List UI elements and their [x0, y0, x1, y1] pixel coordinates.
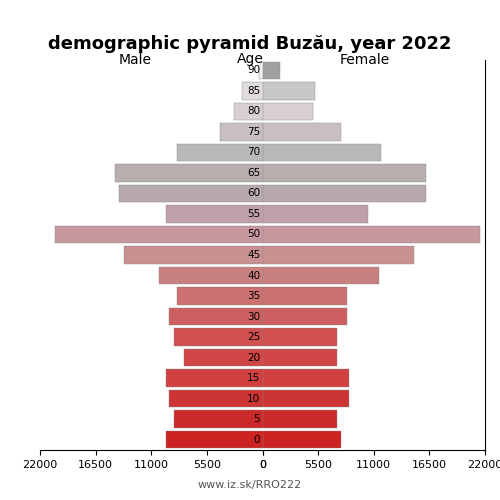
Bar [262, 349, 338, 366]
Text: 60: 60 [247, 188, 260, 198]
Bar [262, 390, 350, 407]
Text: 30: 30 [247, 312, 260, 322]
Bar [262, 226, 480, 243]
Text: 0: 0 [254, 434, 260, 444]
Bar [262, 102, 313, 120]
Bar [262, 144, 381, 161]
Bar [124, 246, 262, 264]
Text: Female: Female [340, 52, 390, 66]
Bar [234, 102, 262, 120]
Bar [220, 123, 262, 140]
Bar [160, 267, 262, 284]
Text: 45: 45 [247, 250, 260, 260]
Bar [174, 410, 262, 428]
Text: 80: 80 [247, 106, 260, 117]
Bar [262, 288, 348, 305]
Bar [262, 431, 342, 448]
Bar [115, 164, 262, 182]
Bar [170, 390, 262, 407]
Bar [166, 370, 262, 387]
Bar [176, 288, 262, 305]
Bar [262, 410, 338, 428]
Bar [176, 144, 262, 161]
Bar [166, 431, 262, 448]
Text: 40: 40 [247, 270, 260, 280]
Bar [166, 205, 262, 222]
Bar [242, 82, 262, 100]
Bar [262, 82, 315, 100]
Text: demographic pyramid Buzău, year 2022: demographic pyramid Buzău, year 2022 [48, 35, 452, 53]
Text: 50: 50 [247, 230, 260, 239]
Text: 10: 10 [247, 394, 260, 404]
Bar [174, 328, 262, 346]
Bar [119, 184, 262, 202]
Text: 70: 70 [247, 148, 260, 158]
Text: 65: 65 [247, 168, 260, 178]
Bar [262, 62, 280, 79]
Bar [262, 308, 348, 326]
Text: 35: 35 [247, 291, 260, 301]
Text: 5: 5 [254, 414, 260, 424]
Text: 85: 85 [247, 86, 260, 96]
Bar [262, 123, 342, 140]
Bar [55, 226, 262, 243]
Text: 25: 25 [247, 332, 260, 342]
Bar [262, 205, 368, 222]
Bar [260, 62, 262, 79]
Bar [262, 328, 338, 346]
Bar [262, 267, 379, 284]
Bar [262, 184, 426, 202]
Text: 15: 15 [247, 373, 260, 383]
Text: 55: 55 [247, 209, 260, 219]
Bar [262, 246, 414, 264]
Text: 90: 90 [247, 66, 260, 76]
Text: 20: 20 [247, 352, 260, 362]
Bar [262, 370, 350, 387]
Text: Male: Male [118, 52, 152, 66]
Bar [184, 349, 262, 366]
Bar [170, 308, 262, 326]
Bar [262, 164, 426, 182]
Text: www.iz.sk/RRO222: www.iz.sk/RRO222 [198, 480, 302, 490]
Text: 75: 75 [247, 127, 260, 137]
Text: Age: Age [236, 52, 264, 66]
